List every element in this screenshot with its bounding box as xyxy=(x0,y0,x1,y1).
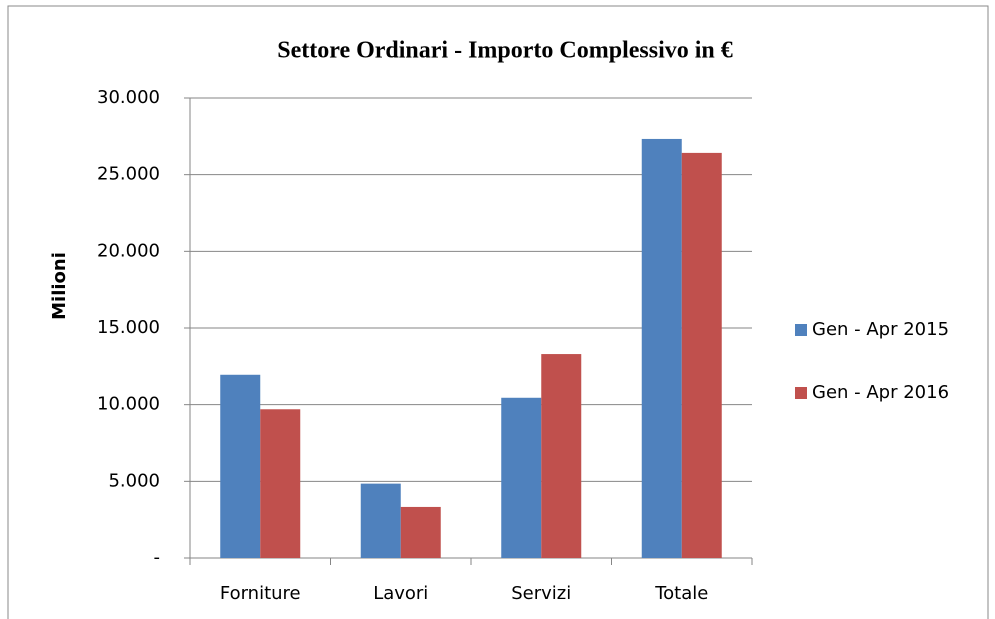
bar xyxy=(220,374,261,558)
legend-label: Gen - Apr 2015 xyxy=(812,319,949,340)
bar xyxy=(501,397,542,558)
bar xyxy=(541,354,582,558)
bar xyxy=(641,138,682,558)
chart-title: Settore Ordinari - Importo Complessivo i… xyxy=(277,38,733,64)
y-tick-label: - xyxy=(154,547,161,568)
legend-swatch xyxy=(795,387,807,399)
legend-label: Gen - Apr 2016 xyxy=(812,382,949,403)
bar xyxy=(681,152,722,559)
x-tick-label: Forniture xyxy=(220,583,301,604)
bar xyxy=(400,506,441,558)
y-tick-label: 10.000 xyxy=(97,394,160,415)
y-tick-label: 5.000 xyxy=(108,470,160,491)
chart-frame xyxy=(7,5,989,619)
y-tick-label: 25.000 xyxy=(97,164,160,185)
y-tick-label: 20.000 xyxy=(97,240,160,261)
y-tick-label: 15.000 xyxy=(97,317,160,338)
bar xyxy=(260,409,301,558)
bar xyxy=(360,483,401,558)
legend-swatch xyxy=(795,324,807,336)
y-tick-label: 30.000 xyxy=(97,87,160,108)
x-tick-label: Servizi xyxy=(511,583,571,604)
y-axis-title: Milioni xyxy=(49,252,70,320)
x-tick-label: Lavori xyxy=(373,583,428,604)
x-tick-label: Totale xyxy=(654,583,708,604)
